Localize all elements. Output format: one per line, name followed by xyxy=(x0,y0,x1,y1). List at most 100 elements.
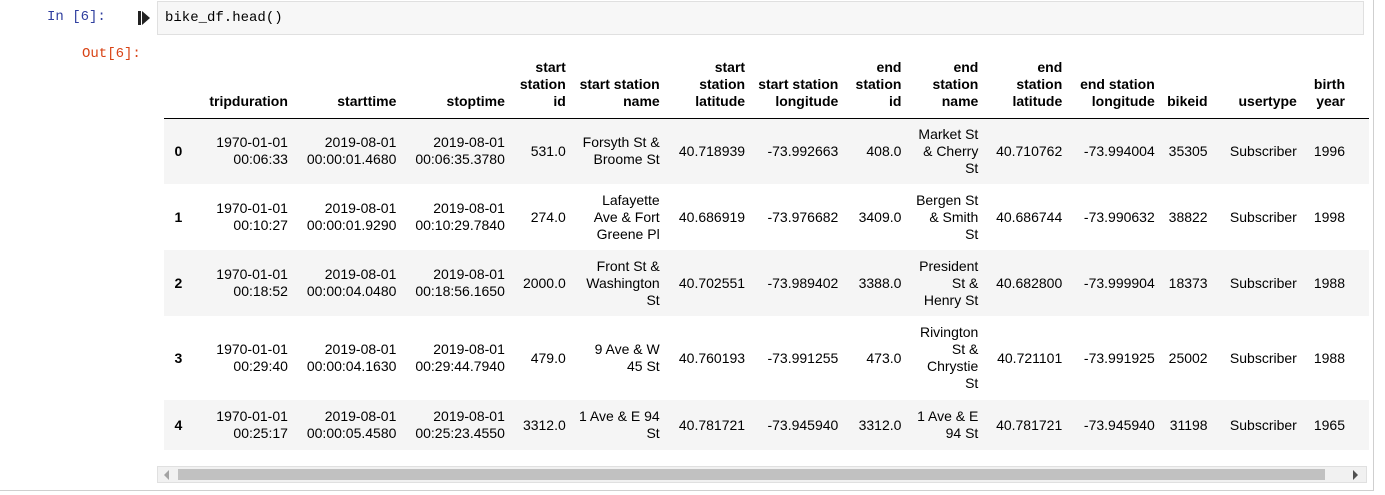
table-cell: 18373 xyxy=(1168,274,1208,291)
table-cell: 40.781721 xyxy=(678,416,746,433)
table-cell: 1970-01-01 00:06:33 xyxy=(216,134,288,168)
scrollbar-thumb[interactable] xyxy=(178,469,1325,480)
table-cell: Bergen St & Smith St xyxy=(916,191,979,242)
table-cell: -73.976682 xyxy=(767,208,839,225)
cell-border xyxy=(0,490,1374,491)
table-cell: 3388.0 xyxy=(858,274,902,291)
table-cell: Rivington St & Chrystie St xyxy=(919,324,979,391)
input-prompt: In [6]: xyxy=(47,9,106,25)
table-cell: 40.686919 xyxy=(678,208,746,225)
table-cell: 2019-08-01 00:00:05.4580 xyxy=(306,408,397,441)
table-cell: 408.0 xyxy=(866,142,902,159)
table-cell: Subscriber xyxy=(1229,349,1297,366)
column-header: usertype xyxy=(1213,58,1303,119)
clipped-cell xyxy=(1351,250,1369,316)
table-cell: 40.686744 xyxy=(996,208,1063,225)
column-header: start station name xyxy=(571,58,666,119)
clipped-cell xyxy=(1351,400,1369,450)
clipped-column-header xyxy=(1351,58,1369,119)
table-cell: 2019-08-01 00:10:29.7840 xyxy=(415,200,505,233)
table-cell: -73.990632 xyxy=(1083,208,1155,225)
column-header: end station longitude xyxy=(1068,58,1161,119)
table-cell: 3312.0 xyxy=(522,416,566,433)
horizontal-scrollbar[interactable] xyxy=(157,466,1367,483)
index-header xyxy=(164,58,189,119)
column-header: end station name xyxy=(907,58,985,119)
table-cell: 2019-08-01 00:29:44.7940 xyxy=(415,341,505,374)
table-cell: 31198 xyxy=(1169,416,1208,433)
table-body: 0 1970-01-01 00:06:33 2019-08-01 00:00:01.… xyxy=(164,118,1369,450)
table-cell: Subscriber xyxy=(1229,274,1297,291)
table-cell: -73.945940 xyxy=(1083,416,1155,433)
table-header-row: tripduration starttime stoptime start stati… xyxy=(164,58,1369,119)
row-index: 3 xyxy=(174,349,183,366)
output-prompt: Out[6]: xyxy=(82,46,141,62)
table-cell: -73.992663 xyxy=(767,142,839,159)
table-cell: 40.781721 xyxy=(996,416,1063,433)
table-cell: -73.945940 xyxy=(767,416,839,433)
table-cell: President St & Henry St xyxy=(919,257,979,308)
table-cell: 2019-08-01 00:18:56.1650 xyxy=(415,266,505,299)
table-cell: 1970-01-01 00:29:40 xyxy=(216,341,288,374)
table-cell: 1988 xyxy=(1313,349,1346,366)
clipped-cell xyxy=(1351,316,1369,400)
table-cell: 2000.0 xyxy=(522,274,566,291)
code-input-area[interactable]: bike_df.head() xyxy=(157,1,1364,35)
table-cell: 2019-08-01 00:25:23.4550 xyxy=(415,408,505,441)
column-header: stoptime xyxy=(402,58,511,119)
table-row: 1 1970-01-01 00:10:27 2019-08-01 00:00:01.… xyxy=(164,184,1369,250)
table-cell: 1988 xyxy=(1313,274,1346,291)
dataframe-output[interactable]: tripduration starttime stoptime start stati… xyxy=(157,58,1369,466)
table-cell: 3312.0 xyxy=(858,416,902,433)
row-index: 0 xyxy=(174,142,183,159)
table-cell: 3409.0 xyxy=(858,208,902,225)
table-cell: -73.994004 xyxy=(1083,142,1155,159)
table-cell: 1970-01-01 00:10:27 xyxy=(216,200,288,233)
table-cell: 531.0 xyxy=(530,142,566,159)
table-cell: 479.0 xyxy=(530,349,566,366)
table-cell: Subscriber xyxy=(1229,208,1297,225)
table-cell: 274.0 xyxy=(530,208,566,225)
table-cell: Subscriber xyxy=(1229,142,1297,159)
table-cell: 1970-01-01 00:25:17 xyxy=(216,408,288,441)
scroll-left-arrow-icon[interactable] xyxy=(164,470,169,480)
table-cell: Forsyth St & Broome St xyxy=(582,134,660,168)
table-cell: 40.702551 xyxy=(678,274,746,291)
code-text[interactable]: bike_df.head() xyxy=(165,10,283,26)
column-header: start station latitude xyxy=(665,58,752,119)
table-cell: 35305 xyxy=(1168,142,1208,159)
table-cell: 25002 xyxy=(1168,349,1208,366)
table-cell: -73.999904 xyxy=(1083,274,1155,291)
table-cell: 1998 xyxy=(1313,208,1346,225)
cell-border xyxy=(1373,0,1374,490)
table-cell: 9 Ave & W 45 St xyxy=(594,341,660,374)
clipped-cell xyxy=(1351,184,1369,250)
table-cell: 1 Ave & E 94 St xyxy=(917,408,979,441)
column-header: starttime xyxy=(293,58,403,119)
clipped-cell xyxy=(1351,118,1369,184)
table-cell: 40.682800 xyxy=(996,274,1063,291)
table-cell: Lafayette Ave & Fort Greene Pl xyxy=(593,191,660,242)
column-header: end station latitude xyxy=(984,58,1069,119)
table-cell: 2019-08-01 00:00:01.9290 xyxy=(306,200,397,233)
column-header: end station id xyxy=(844,58,908,119)
table-cell: 2019-08-01 00:00:04.1630 xyxy=(306,341,397,374)
table-row: 4 1970-01-01 00:25:17 2019-08-01 00:00:05.… xyxy=(164,400,1369,450)
table-row: 0 1970-01-01 00:06:33 2019-08-01 00:00:01.… xyxy=(164,118,1369,184)
table-cell: Market St & Cherry St xyxy=(918,125,979,176)
scroll-right-arrow-icon[interactable] xyxy=(1353,470,1358,480)
row-index: 2 xyxy=(174,274,183,291)
row-index: 1 xyxy=(174,208,183,225)
table-row: 2 1970-01-01 00:18:52 2019-08-01 00:00:04.… xyxy=(164,250,1369,316)
run-cell-icon[interactable] xyxy=(138,11,150,25)
table-cell: 2019-08-01 00:06:35.3780 xyxy=(415,134,505,168)
table-cell: 1970-01-01 00:18:52 xyxy=(216,266,288,299)
column-header: tripduration xyxy=(188,58,294,119)
table-cell: Subscriber xyxy=(1229,416,1297,433)
table-cell: 38822 xyxy=(1168,208,1208,225)
table-cell: 1965 xyxy=(1313,416,1346,433)
column-header: start station longitude xyxy=(751,58,845,119)
column-header: birth year xyxy=(1302,58,1352,119)
table-cell: -73.989402 xyxy=(767,274,839,291)
dataframe-table: tripduration starttime stoptime start stati… xyxy=(164,58,1369,450)
